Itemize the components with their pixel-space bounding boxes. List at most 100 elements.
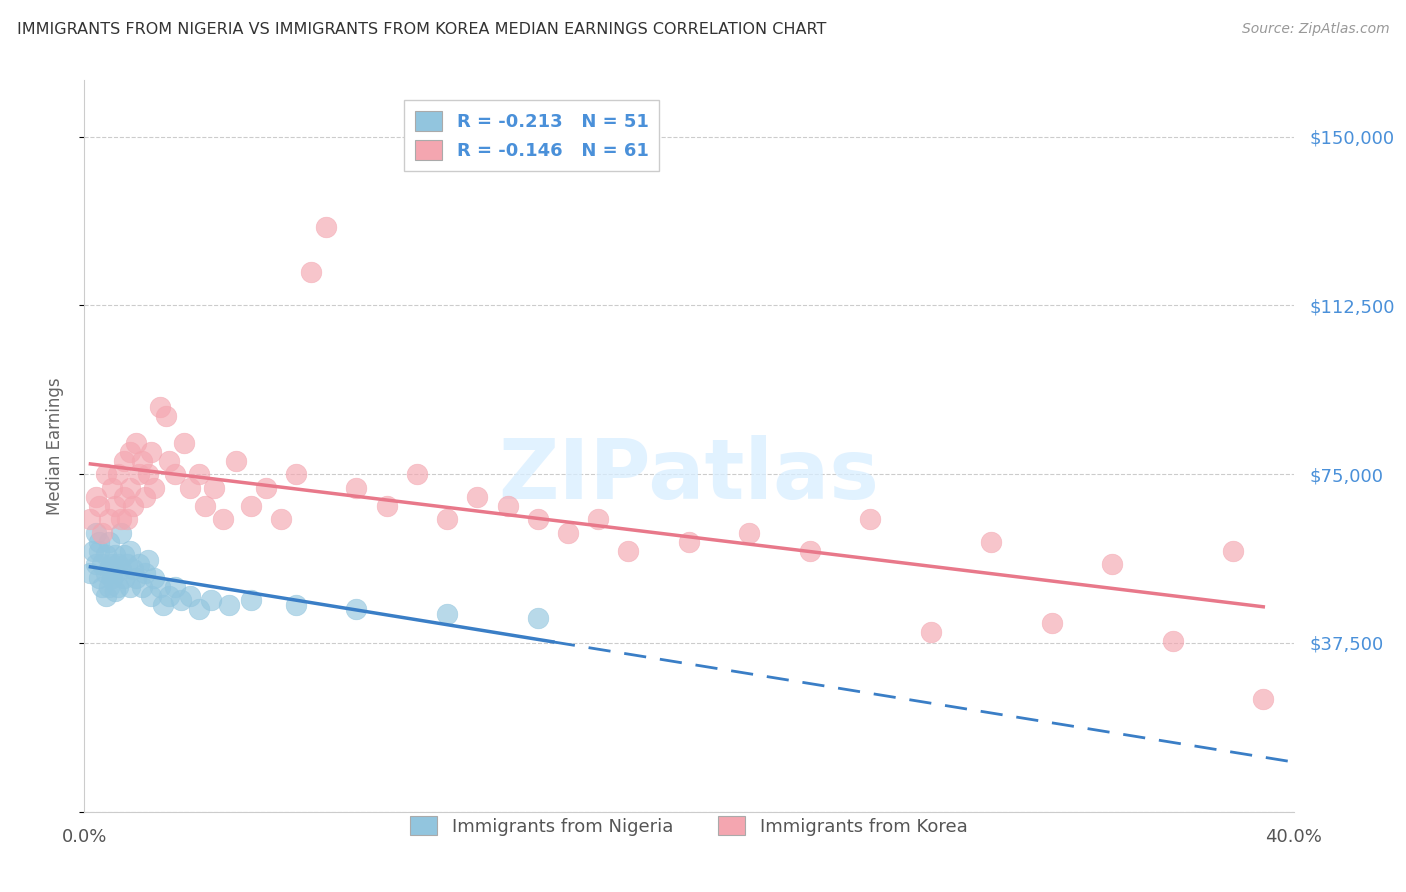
Point	[375, 499, 398, 513]
Point	[239, 593, 262, 607]
Point	[157, 589, 180, 603]
Text: Source: ZipAtlas.com: Source: ZipAtlas.com	[1241, 22, 1389, 37]
Point	[118, 444, 141, 458]
Point	[920, 624, 942, 639]
Point	[218, 598, 240, 612]
Point	[315, 219, 337, 234]
Point	[1101, 557, 1123, 571]
Point	[254, 481, 277, 495]
Point	[678, 534, 700, 549]
Point	[165, 580, 187, 594]
Point	[134, 490, 156, 504]
Point	[112, 490, 135, 504]
Point	[179, 481, 201, 495]
Point	[89, 499, 111, 513]
Point	[110, 562, 132, 576]
Point	[128, 467, 150, 482]
Point	[436, 607, 458, 621]
Point	[79, 512, 101, 526]
Point	[436, 512, 458, 526]
Point	[1253, 692, 1275, 706]
Point	[588, 512, 610, 526]
Point	[112, 548, 135, 562]
Point	[121, 562, 143, 576]
Point	[142, 481, 165, 495]
Point	[118, 543, 141, 558]
Point	[100, 557, 122, 571]
Point	[79, 566, 101, 581]
Point	[97, 580, 120, 594]
Point	[1161, 633, 1184, 648]
Point	[496, 499, 519, 513]
Point	[346, 602, 368, 616]
Point	[285, 467, 308, 482]
Point	[1222, 543, 1244, 558]
Point	[100, 571, 122, 585]
Point	[115, 512, 138, 526]
Point	[225, 453, 247, 467]
Point	[859, 512, 882, 526]
Point	[94, 548, 117, 562]
Point	[97, 512, 120, 526]
Point	[188, 602, 211, 616]
Point	[142, 571, 165, 585]
Point	[128, 557, 150, 571]
Point	[149, 580, 172, 594]
Y-axis label: Median Earnings: Median Earnings	[45, 377, 63, 515]
Point	[527, 611, 550, 625]
Point	[152, 598, 174, 612]
Point	[467, 490, 489, 504]
Point	[91, 557, 114, 571]
Point	[980, 534, 1002, 549]
Text: IMMIGRANTS FROM NIGERIA VS IMMIGRANTS FROM KOREA MEDIAN EARNINGS CORRELATION CHA: IMMIGRANTS FROM NIGERIA VS IMMIGRANTS FR…	[17, 22, 827, 37]
Point	[94, 566, 117, 581]
Point	[131, 580, 153, 594]
Point	[200, 593, 222, 607]
Point	[299, 264, 322, 278]
Point	[346, 481, 368, 495]
Point	[139, 589, 162, 603]
Point	[110, 525, 132, 540]
Point	[799, 543, 821, 558]
Point	[136, 552, 159, 566]
Point	[97, 534, 120, 549]
Point	[131, 453, 153, 467]
Point	[91, 580, 114, 594]
Point	[110, 512, 132, 526]
Point	[94, 467, 117, 482]
Point	[89, 571, 111, 585]
Point	[406, 467, 429, 482]
Point	[139, 444, 162, 458]
Point	[738, 525, 761, 540]
Point	[1040, 615, 1063, 630]
Point	[107, 557, 129, 571]
Point	[86, 557, 108, 571]
Point	[202, 481, 225, 495]
Point	[136, 467, 159, 482]
Point	[86, 525, 108, 540]
Point	[82, 543, 104, 558]
Point	[155, 409, 177, 423]
Point	[165, 467, 187, 482]
Point	[527, 512, 550, 526]
Point	[89, 543, 111, 558]
Point	[89, 534, 111, 549]
Point	[121, 499, 143, 513]
Point	[557, 525, 579, 540]
Point	[617, 543, 640, 558]
Point	[134, 566, 156, 581]
Point	[91, 525, 114, 540]
Point	[118, 580, 141, 594]
Point	[100, 481, 122, 495]
Point	[170, 593, 193, 607]
Point	[239, 499, 262, 513]
Point	[104, 548, 127, 562]
Point	[94, 589, 117, 603]
Point	[270, 512, 292, 526]
Point	[112, 571, 135, 585]
Point	[125, 435, 148, 450]
Point	[188, 467, 211, 482]
Point	[125, 571, 148, 585]
Point	[118, 481, 141, 495]
Point	[115, 557, 138, 571]
